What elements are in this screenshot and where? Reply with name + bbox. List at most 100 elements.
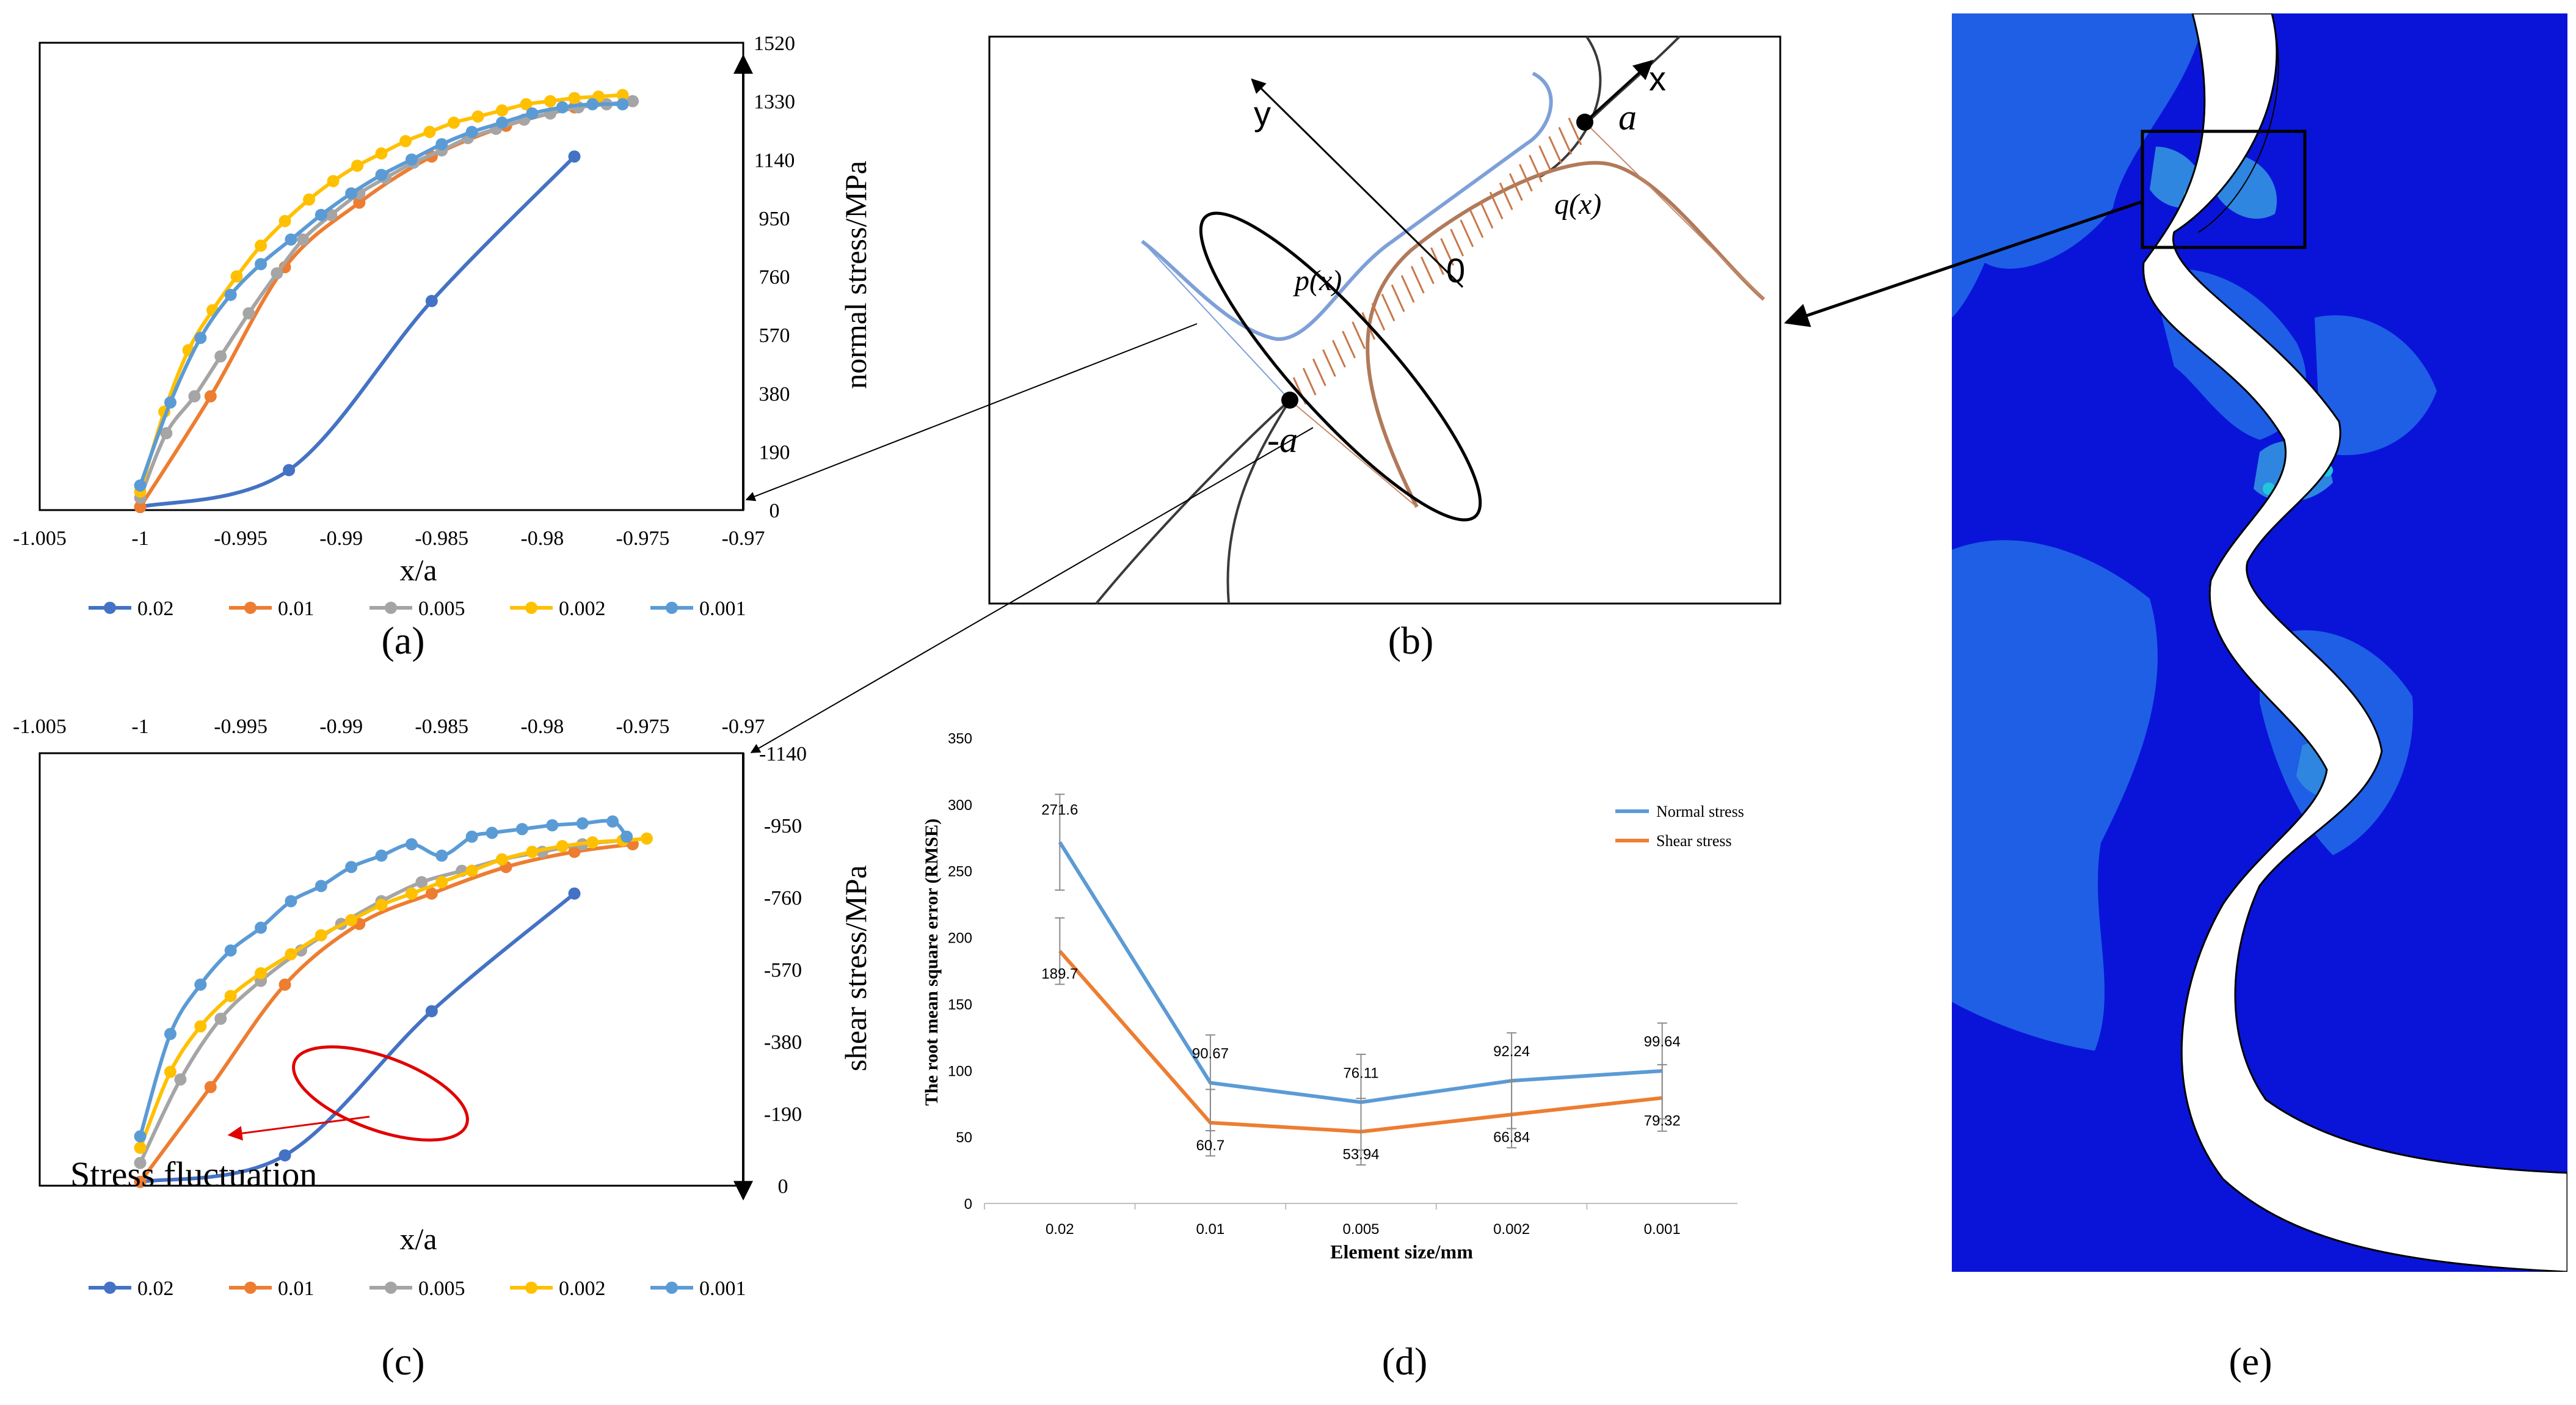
panel-b-hatch-5 [1529, 155, 1543, 183]
panel-a-frame [38, 42, 744, 511]
panel-a-point-0.001-9 [405, 153, 418, 166]
panel-a-ytick-5: 950 [759, 208, 790, 230]
panel-c-point-0.001-9 [405, 838, 418, 851]
panel-a-y-ticks: 0 190 380 570 760 950 1140 1330 1520 [754, 32, 795, 522]
panel-c-ytick-3: -570 [764, 959, 802, 982]
panel-c-ytick-6: -1140 [759, 743, 807, 765]
panel-c-point-0.01-0 [134, 1175, 147, 1188]
panel-b-p-profile [1141, 71, 1553, 341]
panel-d-legend: Normal stress Shear stress [1615, 803, 1744, 850]
connector-b-to-a [745, 323, 1198, 502]
panel-c-point-0.001-7 [345, 861, 358, 874]
panel-a-point-0.005-3 [214, 350, 227, 363]
panel-d-ytick-4: 200 [948, 930, 972, 947]
panel-a-point-0.002-18 [568, 92, 581, 104]
panel-a-xtick-4: -0.985 [415, 527, 468, 550]
panel-c-point-0.01-2 [278, 978, 291, 991]
panel-c-xtick-1: -1 [131, 715, 148, 738]
panel-c-point-0.001-2 [194, 978, 207, 991]
panel-a-ytick-0: 0 [770, 500, 780, 522]
panel-a-point-0.001-12 [496, 116, 509, 129]
panel-c-point-0.002-13 [526, 845, 539, 858]
panel-c-xtick-2: -0.995 [214, 715, 267, 738]
panel-a-point-0.002-10 [375, 147, 388, 160]
panel-b-guide-line-1 [1584, 122, 1764, 300]
panel-a-xtick-3: -0.99 [319, 527, 363, 550]
panel-b-contact-schematic: y x a -a 0 p(x) q(x) (b) [988, 35, 1781, 662]
panel-b-hatch-26 [1322, 349, 1336, 377]
panel-c-series-line-0.005 [138, 838, 623, 1164]
panel-a-point-0.001-6 [315, 208, 327, 221]
panel-d-ytick-2: 100 [948, 1063, 972, 1079]
panel-d-ytick-0: 0 [964, 1196, 972, 1213]
panel-c-point-0.002-14 [556, 840, 569, 853]
panel-c-point-0.002-3 [224, 990, 237, 1002]
panel-b-a-label: a [1618, 97, 1637, 137]
panel-c-legend-label-0.001: 0.001 [699, 1277, 746, 1300]
panel-a-legend-marker-0.01 [244, 602, 257, 614]
panel-b-guide-line-3 [1144, 244, 1290, 401]
panel-a-series-line-0.001 [138, 102, 623, 486]
panel-c-xlabel: x/a [399, 1222, 437, 1256]
panel-a-label: (a) [381, 619, 424, 662]
panel-d-xtick-2: 0.005 [1342, 1221, 1379, 1238]
panel-c-point-0.002-17 [641, 832, 653, 845]
panel-a-ytick-3: 570 [759, 324, 790, 347]
panel-a-point-0.001-14 [556, 101, 569, 114]
panel-a-point-0.02-2 [425, 294, 438, 307]
panel-a-point-0.001-11 [465, 125, 478, 138]
panel-e-region-4 [2315, 315, 2437, 456]
panel-c-legend-marker-0.01 [244, 1282, 257, 1294]
panel-b-hatch-21 [1371, 302, 1386, 331]
panel-c-label: (c) [381, 1340, 424, 1383]
panel-a-point-0.001-0 [134, 479, 147, 492]
panel-a-point-0.002-12 [423, 125, 436, 138]
panel-e-gap [2142, 13, 2567, 1272]
panel-d-ylabel: The root mean square error (RMSE) [922, 819, 942, 1106]
connector-b-to-c [750, 427, 1314, 753]
panel-c-point-0.002-7 [345, 914, 358, 927]
panel-a-point-0.005-6 [297, 233, 310, 246]
panel-a-point-0.002-16 [520, 98, 533, 111]
panel-c-point-0.005-7 [415, 876, 428, 889]
panel-c-point-0.005-0 [134, 1156, 147, 1169]
panel-a-point-0.02-1 [283, 464, 296, 476]
panel-e-zoom-box [2141, 130, 2307, 249]
panel-c-point-0.01-4 [425, 887, 438, 900]
panel-c-legend-label-0.01: 0.01 [278, 1277, 315, 1300]
panel-c-legend-label-0.005: 0.005 [418, 1277, 465, 1300]
panel-c-xtick-6: -0.975 [616, 715, 670, 738]
panel-d-legend-label-Shear stress: Shear stress [1656, 832, 1731, 850]
panel-b-hatch-2 [1558, 126, 1573, 155]
panel-b-upper-profile [1538, 35, 1602, 178]
panel-c-point-0.02-2 [425, 1005, 438, 1018]
panel-a-point-0.001-5 [285, 233, 297, 246]
panel-d-legend-label-Normal stress: Normal stress [1656, 803, 1744, 820]
panel-a-point-0.01-3 [353, 196, 366, 209]
panel-a-xlabel: x/a [399, 553, 437, 587]
panel-a-point-0.001-2 [194, 332, 207, 345]
panel-a-legend-marker-0.002 [525, 602, 537, 614]
panel-c-xtick-0: -1.005 [13, 715, 67, 738]
panel-e-fe-contour-image: (e) [1784, 13, 2567, 1383]
panel-a-normal-stress-chart: -1.005 -1 -0.995 -0.99 -0.985 -0.98 -0.975 -0.9… [13, 32, 873, 662]
panel-c-point-0.001-0 [134, 1130, 147, 1143]
panel-e-region-1 [1952, 13, 2205, 318]
panel-d-ytick-3: 150 [948, 996, 972, 1013]
panel-c-point-0.001-17 [620, 830, 633, 843]
panel-c-xtick-3: -0.99 [319, 715, 363, 738]
panel-a-point-0.005-4 [242, 307, 255, 319]
panel-a-point-0.002-8 [327, 175, 340, 188]
panel-a-point-0.002-14 [471, 110, 484, 123]
panel-d-xtick-4: 0.001 [1644, 1221, 1681, 1238]
panel-c-point-0.001-10 [435, 849, 448, 862]
panel-d-datalabel-Normal stress-3: 92.24 [1493, 1043, 1530, 1060]
panel-a-legend-label-0.01: 0.01 [278, 597, 315, 620]
panel-d-xtick-3: 0.002 [1493, 1221, 1530, 1238]
panel-e-label: (e) [2229, 1340, 2272, 1383]
panel-a-point-0.01-0 [134, 500, 147, 513]
panel-a-point-0.002-13 [448, 116, 460, 129]
connector-e-to-b [1784, 200, 2143, 327]
panel-b-hatch-25 [1332, 340, 1346, 368]
